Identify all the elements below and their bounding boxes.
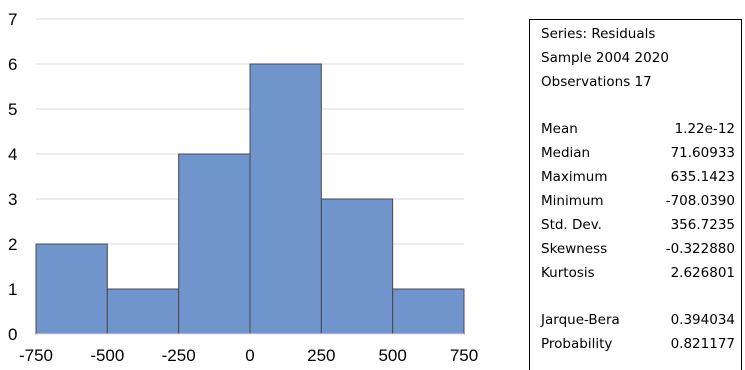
x-tick-label: 0 [245, 346, 254, 365]
stat-value: 0.394034 [670, 312, 735, 328]
stat-row-std-dev: Std. Dev. 356.7235 [541, 217, 735, 237]
x-tick-label: 750 [450, 346, 478, 365]
stat-label: Mean [541, 121, 578, 137]
series-name: Series: Residuals [541, 26, 656, 42]
stat-row-skewness: Skewness -0.322880 [541, 241, 735, 261]
y-tick-label: 1 [8, 280, 17, 299]
y-tick-label: 6 [8, 55, 17, 74]
y-tick-label: 2 [8, 235, 17, 254]
stat-row-median: Median 71.60933 [541, 145, 735, 165]
x-tick-label: -750 [19, 346, 53, 365]
x-tick-label: 500 [378, 346, 406, 365]
stat-value: -708.0390 [665, 193, 735, 209]
stat-label: Skewness [541, 241, 608, 257]
stat-label: Probability [541, 336, 613, 352]
stat-row-kurtosis: Kurtosis 2.626801 [541, 265, 735, 285]
x-tick-label: 250 [307, 346, 335, 365]
stat-value: 71.60933 [670, 145, 735, 161]
stat-row-probability: Probability 0.821177 [541, 336, 735, 356]
stat-value: 2.626801 [670, 265, 735, 281]
stat-label: Minimum [541, 193, 604, 209]
stat-value: -0.322880 [665, 241, 735, 257]
histogram-chart: 0 1 2 3 4 5 6 7 -750 -500 -250 0 250 500 750 [8, 10, 478, 365]
x-tick-label: -500 [90, 346, 124, 365]
stat-label: Jarque-Bera [541, 312, 620, 328]
stat-label: Median [541, 145, 591, 161]
stat-row-maximum: Maximum 635.1423 [541, 169, 735, 189]
y-tick-label: 4 [8, 145, 17, 164]
stat-row-mean: Mean 1.22e-12 [541, 121, 735, 141]
y-tick-label: 7 [8, 10, 17, 29]
observations-count: Observations 17 [541, 74, 652, 90]
histogram-bar [392, 288, 465, 335]
stat-row-minimum: Minimum -708.0390 [541, 193, 735, 213]
stat-label: Std. Dev. [541, 217, 602, 233]
x-tick-label: -250 [162, 346, 196, 365]
y-tick-label: 0 [8, 325, 17, 344]
sample-range: Sample 2004 2020 [541, 50, 669, 66]
histogram-bar [249, 63, 322, 335]
y-tick-label: 5 [8, 100, 17, 119]
stat-value: 635.1423 [670, 169, 735, 185]
stat-row-jarque-bera: Jarque-Bera 0.394034 [541, 312, 735, 332]
histogram-bar [35, 243, 108, 335]
histogram-bar [178, 153, 251, 335]
stat-value: 0.821177 [670, 336, 735, 352]
stat-value: 1.22e-12 [674, 121, 735, 137]
stat-label: Kurtosis [541, 265, 595, 281]
descriptive-statistics-panel: Series: Residuals Sample 2004 2020 Obser… [529, 19, 742, 370]
stat-label: Maximum [541, 169, 608, 185]
y-tick-label: 3 [8, 190, 17, 209]
stat-value: 356.7235 [670, 217, 735, 233]
histogram-bar [320, 198, 394, 335]
histogram-bar [106, 288, 180, 335]
